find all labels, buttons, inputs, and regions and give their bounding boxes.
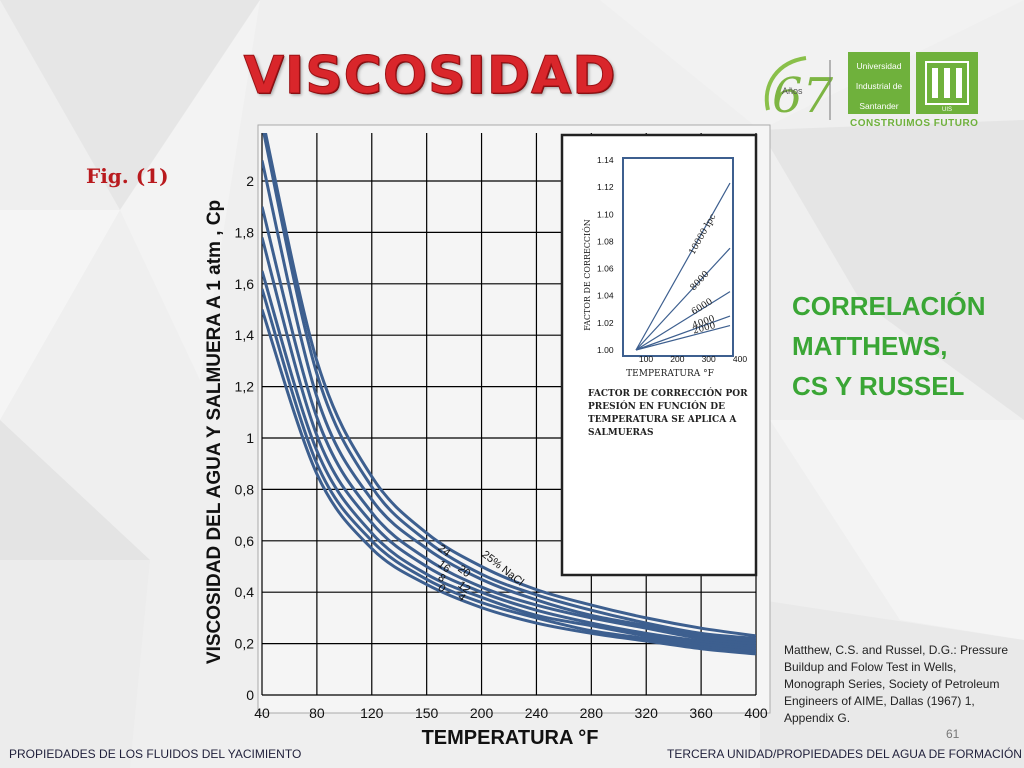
inset-correction-line bbox=[635, 247, 731, 351]
inset-title-line: SALMUERAS bbox=[588, 428, 653, 438]
x-tick-label: 120 bbox=[360, 705, 384, 721]
inset-y-tick-label: 1.08 bbox=[597, 236, 614, 246]
inset-title-line: PRESIÓN EN FUNCIÓN DE bbox=[588, 400, 725, 412]
figure-label: Fig. (1) bbox=[86, 164, 169, 188]
correlation-line-2: MATTHEWS, bbox=[792, 331, 948, 361]
viscosity-curve bbox=[262, 237, 756, 648]
y-tick-label: 1,4 bbox=[235, 327, 255, 343]
x-tick-label: 150 bbox=[415, 705, 439, 721]
anniversary-text: Años bbox=[782, 86, 803, 96]
university-name-line-3: Santander bbox=[859, 101, 899, 111]
inset-y-axis-label: FACTOR DE CORRECCIÓN bbox=[583, 219, 592, 331]
inset-title: FACTOR DE CORRECCIÓN POR PRESIÓN EN FUNCI… bbox=[588, 387, 748, 438]
inset-y-tick-label: 1.10 bbox=[597, 209, 614, 219]
inset-y-tick-label: 1.06 bbox=[597, 264, 614, 274]
university-name-box: Universidad Industrial de Santander bbox=[848, 52, 910, 114]
inset-x-tick-label: 300 bbox=[702, 354, 716, 364]
y-tick-label: 1 bbox=[246, 430, 254, 446]
x-tick-label: 240 bbox=[525, 705, 549, 721]
viscosity-curve bbox=[262, 288, 756, 653]
y-tick-label: 1,8 bbox=[235, 224, 255, 240]
inset-correction-line bbox=[635, 324, 731, 351]
footer-course-title: PROPIEDADES DE LOS FLUIDOS DEL YACIMIENT… bbox=[9, 747, 302, 761]
main-x-tick-labels: 40 80 120 150 200 240 280 320 360 400 bbox=[254, 705, 768, 721]
inset-plot-frame bbox=[622, 157, 734, 357]
inset-y-tick-label: 1.12 bbox=[597, 182, 614, 192]
curve-label: 20 bbox=[455, 563, 472, 580]
x-tick-label: 40 bbox=[254, 705, 270, 721]
x-tick-label: 80 bbox=[309, 705, 325, 721]
y-tick-label: 0,8 bbox=[235, 481, 255, 497]
curve-label: 12 bbox=[455, 579, 472, 596]
inset-title-line: FACTOR DE CORRECCIÓN POR bbox=[588, 387, 748, 399]
page-number: 61 bbox=[946, 727, 960, 741]
uis-mark: UIS bbox=[916, 52, 978, 114]
anniversary-logo: 67 Años bbox=[760, 54, 840, 131]
inset-y-tick-label: 1.02 bbox=[597, 318, 614, 328]
viscosity-curve bbox=[262, 270, 756, 651]
curve-label: 24 bbox=[435, 542, 452, 559]
inset-x-tick-label: 200 bbox=[670, 354, 684, 364]
inset-y-tick-labels: 1.00 1.02 1.04 1.06 1.08 1.10 1.12 1.14 bbox=[597, 155, 614, 355]
inset-y-tick-label: 1.14 bbox=[597, 155, 614, 165]
main-y-axis-label: VISCOSIDAD DEL AGUA Y SALMUERA A 1 atm ,… bbox=[204, 200, 225, 664]
y-tick-label: 1,2 bbox=[235, 379, 255, 395]
y-tick-label: 1,6 bbox=[235, 276, 255, 292]
inset-x-tick-label: 100 bbox=[639, 354, 653, 364]
x-tick-label: 400 bbox=[744, 705, 768, 721]
main-x-axis-label: TEMPERATURA °F bbox=[422, 727, 599, 749]
x-tick-label: 200 bbox=[470, 705, 494, 721]
viscosity-curve bbox=[262, 206, 756, 646]
inset-y-tick-label: 1.04 bbox=[597, 291, 614, 301]
anniversary-number: 67 bbox=[772, 68, 834, 124]
uis-mark-text: UIS bbox=[942, 107, 952, 113]
viscosity-curve bbox=[262, 133, 756, 640]
university-name-line-2: Industrial de bbox=[855, 81, 903, 91]
inset-correction-line bbox=[635, 291, 731, 351]
y-tick-label: 0,4 bbox=[235, 584, 255, 600]
inset-correction-line bbox=[635, 315, 731, 351]
inset-x-tick-labels: 100 200 300 400 bbox=[639, 354, 747, 364]
y-tick-label: 0,2 bbox=[235, 636, 255, 652]
bibliographic-reference: Matthew, C.S. and Russel, D.G.: Pressure… bbox=[784, 643, 1009, 725]
inset-title-line: TEMPERATURA SE APLICA A bbox=[588, 415, 737, 425]
y-tick-label: 2 bbox=[246, 173, 254, 189]
university-slogan: CONSTRUIMOS FUTURO bbox=[850, 118, 979, 129]
correlation-line-1: CORRELACIÓN bbox=[792, 291, 986, 321]
inset-correction-line bbox=[635, 182, 731, 351]
viscosity-curve bbox=[263, 133, 756, 638]
inset-y-tick-label: 1.00 bbox=[597, 345, 614, 355]
main-curves bbox=[262, 133, 756, 656]
main-y-tick-labels: 0 0,2 0,4 0,6 0,8 1 1,2 1,4 1,6 1,8 2 bbox=[235, 173, 255, 703]
x-tick-label: 280 bbox=[580, 705, 604, 721]
x-tick-label: 320 bbox=[635, 705, 659, 721]
inset-x-axis-label: TEMPERATURA °F bbox=[626, 369, 714, 379]
inset-x-tick-label: 400 bbox=[733, 354, 747, 364]
y-tick-label: 0,6 bbox=[235, 533, 255, 549]
y-tick-label: 0 bbox=[246, 687, 254, 703]
x-tick-label: 360 bbox=[689, 705, 713, 721]
inset-lines bbox=[635, 182, 731, 351]
correlation-title: CORRELACIÓN MATTHEWS, CS Y RUSSEL bbox=[792, 286, 1012, 406]
footer-unit-title: TERCERA UNIDAD/PROPIEDADES DEL AGUA DE F… bbox=[667, 747, 1022, 761]
slide-title: VISCOSIDAD bbox=[243, 46, 617, 107]
viscosity-curve bbox=[262, 309, 756, 656]
university-name-line-1: Universidad bbox=[856, 61, 902, 71]
viscosity-curve bbox=[262, 160, 756, 643]
curve-label: 16 bbox=[435, 558, 452, 575]
correlation-line-3: CS Y RUSSEL bbox=[792, 371, 965, 401]
